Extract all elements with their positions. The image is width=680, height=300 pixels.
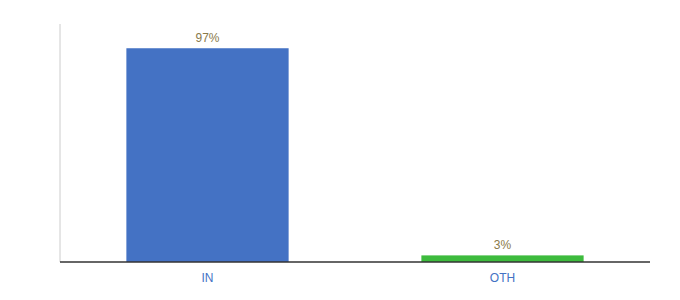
x-tick-label: OTH (490, 271, 515, 285)
bar (421, 255, 583, 262)
bars (126, 48, 583, 262)
chart-container: 97% 3% IN OTH (0, 0, 680, 300)
data-label: 3% (494, 238, 512, 252)
page: {"chart_data": {"type": "bar", "categori… (0, 0, 680, 300)
bar (126, 48, 288, 262)
chart: 97% 3% IN OTH (0, 0, 680, 300)
data-label: 97% (195, 31, 219, 45)
x-tick-label: IN (202, 271, 214, 285)
y-axis-line (60, 24, 61, 262)
x-axis-line (60, 261, 650, 263)
